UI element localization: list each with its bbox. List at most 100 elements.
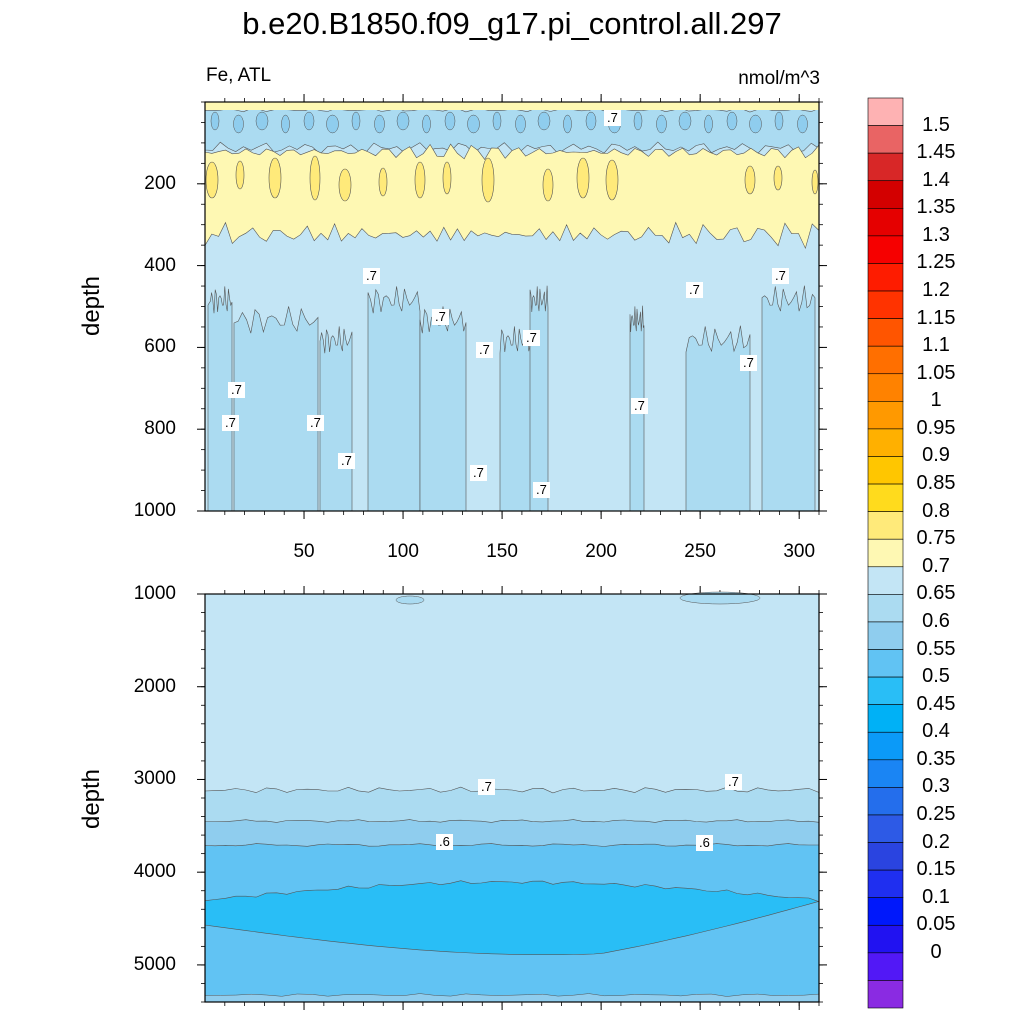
colorbar-swatch (867, 566, 904, 595)
deep-column-065 (685, 325, 751, 512)
surface-oval-060 (303, 111, 315, 131)
contour-label-upper: .7 (772, 268, 789, 284)
upper-ytick-label: 400 (144, 254, 176, 276)
colorbar-swatch (867, 428, 904, 457)
deep-column-065 (529, 285, 549, 512)
surface-oval-060 (797, 114, 808, 134)
colorbar-swatch (867, 208, 904, 237)
colorbar-label: 1.45 (916, 141, 956, 164)
colorbar-label: 0.45 (916, 692, 956, 715)
contour-label-upper: .7 (470, 465, 487, 481)
upper-ytick-label: 1000 (133, 500, 176, 521)
colorbar-label: 1.25 (916, 251, 956, 274)
deep-column-065 (319, 326, 353, 512)
surface-oval-060 (537, 111, 551, 131)
contour-label-upper: .7 (363, 268, 380, 284)
yellow-band-075 (204, 143, 820, 250)
colorbar-swatch (867, 897, 904, 926)
colorbar-swatch (867, 952, 904, 981)
contour-label-upper: .7 (228, 382, 245, 398)
surface-oval-060 (563, 114, 572, 134)
contour-label-upper: .7 (523, 330, 540, 346)
colorbar-swatch (867, 814, 904, 843)
colorbar-label: 0.8 (922, 499, 950, 522)
colorbar-swatch (867, 731, 904, 761)
colorbar-swatch (867, 649, 904, 678)
colorbar-label: 1.05 (916, 361, 956, 384)
xtick-label: 250 (684, 541, 716, 562)
colorbar-swatch (867, 318, 904, 347)
blob-080 (268, 157, 282, 199)
colorbar-label: 0 (930, 940, 942, 963)
colorbar-label: 0.35 (916, 747, 956, 770)
colorbar-label: 0.25 (916, 802, 956, 825)
colorbar-swatch (867, 621, 904, 650)
colorbar-label: 0.15 (916, 858, 956, 881)
contour-label-upper: .7 (307, 415, 324, 431)
colorbar-swatch (867, 759, 904, 788)
contour-label-upper: .7 (222, 415, 239, 431)
colorbar-label: 1.5 (922, 113, 950, 136)
surface-oval-060 (396, 111, 410, 131)
blob-080 (542, 168, 554, 202)
contour-label-upper: .7 (740, 355, 757, 371)
colorbar-swatch (867, 290, 904, 319)
surface-oval-060 (678, 111, 692, 131)
colorbar-label: 1.35 (916, 196, 956, 219)
blob-080 (378, 167, 388, 197)
blob-080 (576, 157, 590, 199)
blob-080 (773, 165, 783, 191)
colorbar-label: 1.15 (916, 306, 956, 329)
surface-oval-060 (585, 111, 597, 131)
lower-ytick-label: 1000 (133, 583, 176, 604)
colorbar-label: 1.4 (922, 168, 950, 191)
colorbar-swatch (867, 180, 904, 209)
surface-oval-060 (467, 114, 480, 134)
colorbar-swatch (867, 401, 904, 430)
colorbar-label: 0.75 (916, 527, 956, 550)
upper-ytick-label: 200 (144, 172, 176, 194)
contour-label-upper: .7 (686, 282, 703, 298)
colorbar-swatch (867, 787, 904, 816)
xtick-label: 100 (387, 541, 419, 562)
contour-label-upper: .7 (604, 110, 621, 126)
colorbar-swatch (867, 842, 904, 871)
left-subtitle: Fe, ATL (206, 65, 272, 86)
colorbar-swatch (867, 263, 904, 292)
surface-oval-060 (351, 111, 361, 131)
blob-080 (309, 155, 321, 201)
chart-title: b.e20.B1850.f09_g17.pi_control.all.297 (242, 6, 782, 41)
colorbar-swatch (867, 704, 904, 733)
colorbar-swatch (867, 235, 904, 264)
blob-080 (235, 160, 245, 190)
colorbar-swatch (867, 456, 904, 485)
surface-oval-060 (374, 114, 385, 134)
lower-top-bump (395, 595, 425, 605)
blob-080 (605, 159, 619, 201)
colorbar-label: 1.2 (922, 279, 950, 302)
contour-label-upper: .7 (533, 482, 550, 498)
colorbar-label: 0.9 (922, 444, 950, 467)
deep-column-065 (233, 306, 319, 512)
colorbar-label: 1.1 (922, 334, 950, 357)
colorbar-swatch (867, 373, 904, 402)
lower-top-bump (679, 591, 761, 605)
colorbar-label: 0.7 (922, 554, 950, 577)
surface-oval-060 (492, 111, 502, 131)
surface-oval-060 (233, 114, 244, 134)
colorbar-swatch (867, 924, 904, 954)
colorbar-swatch (867, 97, 904, 126)
surface-oval-060 (749, 114, 762, 134)
deep-column-065 (207, 286, 233, 512)
colorbar-swatch (867, 980, 904, 1009)
contour-label-upper: .7 (631, 398, 648, 414)
xtick-label: 150 (486, 541, 518, 562)
colorbar-swatch (867, 511, 904, 540)
blob-080 (414, 161, 426, 199)
blob-080 (481, 157, 495, 203)
surface-oval-060 (656, 114, 667, 134)
colorbar-label: 0.5 (922, 665, 950, 688)
lower-ytick-label: 5000 (133, 953, 176, 975)
blob-080 (442, 161, 452, 195)
colorbar-swatch (867, 869, 904, 898)
